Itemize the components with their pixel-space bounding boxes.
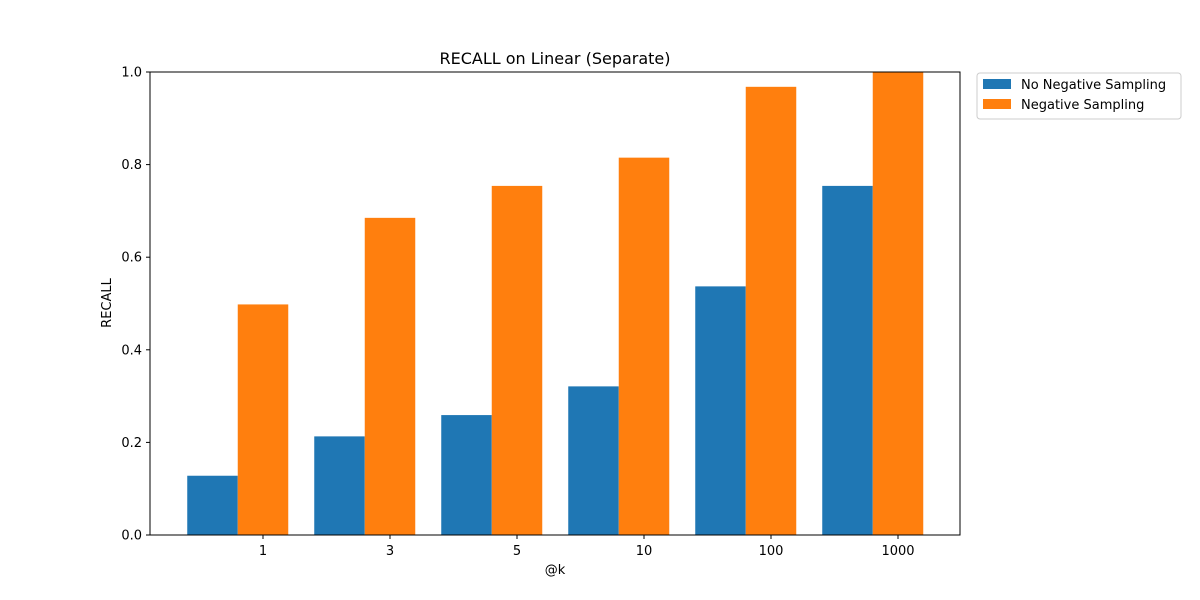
- x-tick-label: 1000: [881, 544, 914, 559]
- legend-frame: [976, 72, 1182, 120]
- legend-label-no-negative-sampling: No Negative Sampling: [1021, 78, 1166, 93]
- bar-negative-sampling-100: [745, 86, 797, 535]
- chart-title: RECALL on Linear (Separate): [439, 49, 670, 68]
- bar-negative-sampling-5: [491, 185, 543, 535]
- bar-no-negative-sampling-1: [187, 475, 238, 535]
- x-tick-label: 100: [759, 544, 784, 559]
- y-tick-label: 0.8: [121, 158, 142, 173]
- y-tick-label: 0.2: [121, 436, 142, 451]
- bar-negative-sampling-3: [364, 217, 416, 535]
- bar-negative-sampling-1: [237, 304, 289, 535]
- legend-swatch-no-negative-sampling: [983, 79, 1011, 89]
- bar-no-negative-sampling-100: [695, 286, 746, 535]
- x-tick-label: 1: [259, 544, 267, 559]
- y-tick-label: 0.0: [121, 529, 142, 544]
- legend: No Negative Sampling Negative Sampling: [976, 72, 1182, 120]
- y-tick-label: 0.6: [121, 251, 142, 266]
- x-axis-label: @k: [545, 563, 566, 578]
- bar-no-negative-sampling-5: [441, 415, 492, 535]
- x-tick-label: 10: [636, 544, 653, 559]
- bar-no-negative-sampling-10: [568, 386, 619, 535]
- bar-no-negative-sampling-1000: [822, 185, 873, 535]
- bar-no-negative-sampling-3: [314, 436, 365, 535]
- x-tick-label: 5: [513, 544, 521, 559]
- plot-area: 0.0 0.2 0.4 0.6 0.8 1.0 1 3 5 10 100 1000: [121, 66, 961, 559]
- legend-swatch-negative-sampling: [983, 99, 1011, 109]
- bar-negative-sampling-1000: [872, 72, 924, 535]
- y-tick-label: 0.4: [121, 343, 142, 358]
- y-axis-label: RECALL: [100, 277, 115, 327]
- plot-frame: [149, 71, 961, 536]
- y-tick-label: 1.0: [121, 66, 142, 81]
- legend-label-negative-sampling: Negative Sampling: [1021, 98, 1144, 113]
- x-tick-label: 3: [386, 544, 394, 559]
- bar-negative-sampling-10: [618, 157, 670, 535]
